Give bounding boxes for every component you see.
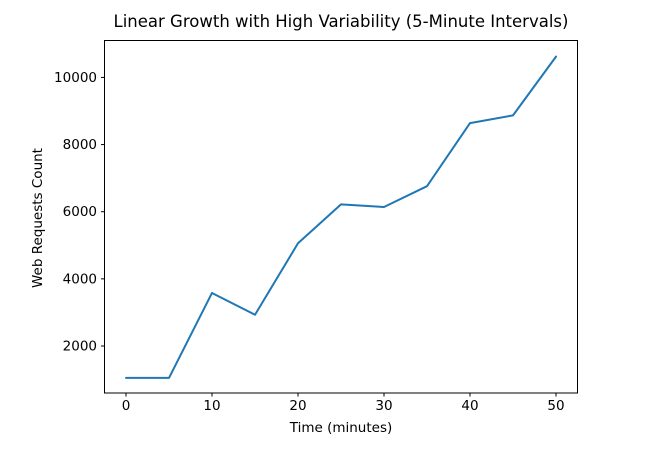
y-tick-label: 6000: [63, 204, 97, 220]
data-line: [125, 55, 557, 379]
y-tick-label: 10000: [54, 70, 97, 86]
x-tick-label: 20: [289, 398, 306, 414]
y-tick-label: 2000: [63, 339, 97, 355]
x-axis-label: Time (minutes): [289, 420, 393, 436]
x-tick-label: 50: [547, 398, 564, 414]
x-tick-label: 10: [203, 398, 220, 414]
x-tick-label: 0: [122, 398, 131, 414]
y-tick-label: 8000: [63, 137, 97, 153]
x-tick-label: 30: [375, 398, 392, 414]
axes-frame: [104, 40, 578, 394]
chart-title: Linear Growth with High Variability (5-M…: [113, 12, 569, 31]
y-tick-label: 4000: [63, 271, 97, 287]
x-tick-label: 40: [461, 398, 478, 414]
